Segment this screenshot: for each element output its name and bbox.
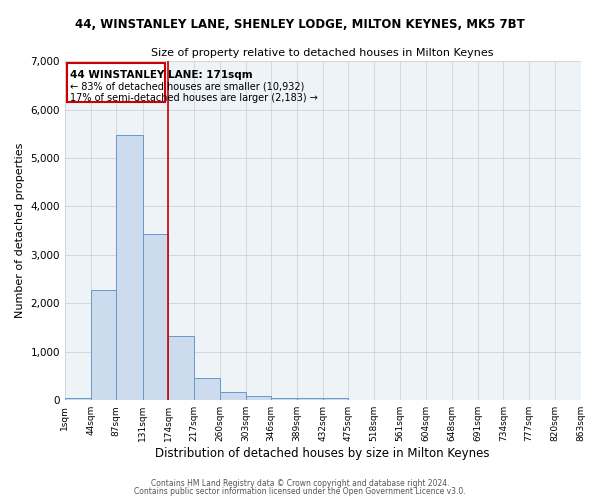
Text: Contains HM Land Registry data © Crown copyright and database right 2024.: Contains HM Land Registry data © Crown c… <box>151 478 449 488</box>
Text: 44, WINSTANLEY LANE, SHENLEY LODGE, MILTON KEYNES, MK5 7BT: 44, WINSTANLEY LANE, SHENLEY LODGE, MILT… <box>75 18 525 30</box>
Bar <box>116 134 143 400</box>
Bar <box>143 234 169 400</box>
Bar <box>169 336 194 400</box>
Title: Size of property relative to detached houses in Milton Keynes: Size of property relative to detached ho… <box>151 48 494 58</box>
Bar <box>91 290 116 400</box>
Bar <box>271 398 297 400</box>
Text: 44 WINSTANLEY LANE: 171sqm: 44 WINSTANLEY LANE: 171sqm <box>70 70 253 80</box>
Bar <box>194 378 220 400</box>
X-axis label: Distribution of detached houses by size in Milton Keynes: Distribution of detached houses by size … <box>155 447 490 460</box>
Bar <box>220 392 245 400</box>
Text: 17% of semi-detached houses are larger (2,183) →: 17% of semi-detached houses are larger (… <box>70 92 317 102</box>
FancyBboxPatch shape <box>67 64 165 102</box>
Bar <box>323 398 349 400</box>
Text: ← 83% of detached houses are smaller (10,932): ← 83% of detached houses are smaller (10… <box>70 82 304 92</box>
Bar <box>297 398 323 400</box>
Y-axis label: Number of detached properties: Number of detached properties <box>15 143 25 318</box>
Bar <box>245 396 271 400</box>
Bar <box>65 398 91 400</box>
Text: Contains public sector information licensed under the Open Government Licence v3: Contains public sector information licen… <box>134 487 466 496</box>
